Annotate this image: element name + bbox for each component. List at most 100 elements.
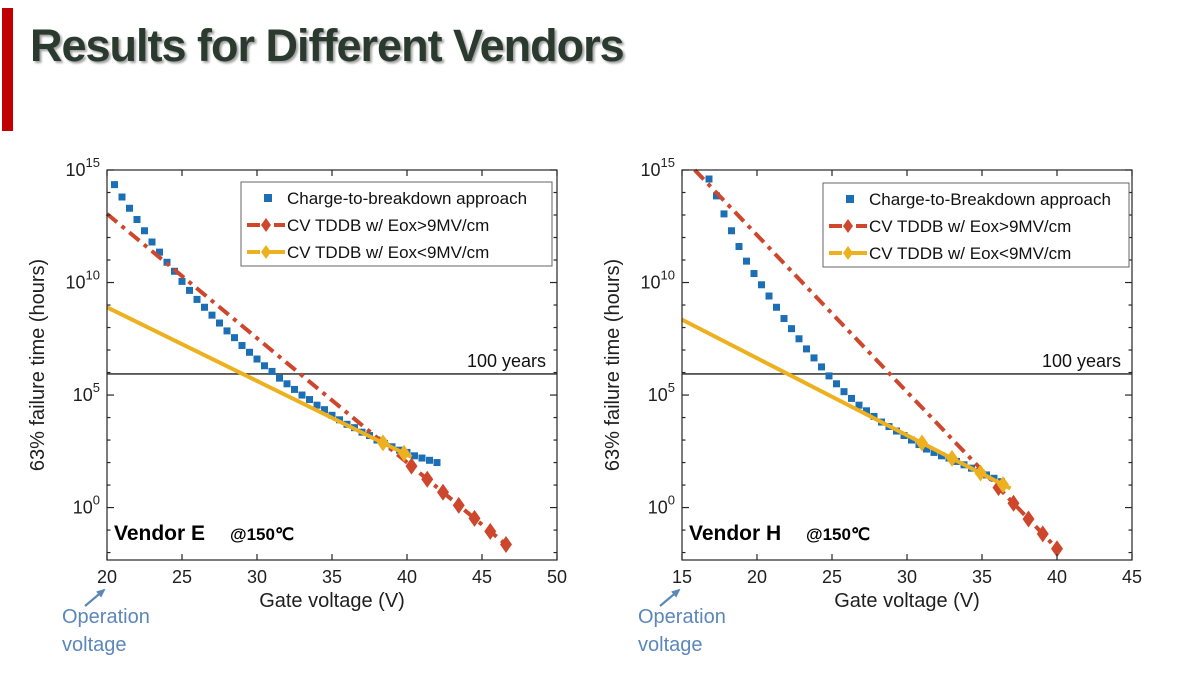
square-marker (840, 388, 848, 396)
legend: Charge-to-Breakdown approach CV TDDB w/ E… (822, 182, 1130, 268)
square-marker (201, 303, 208, 311)
square-marker (178, 277, 186, 285)
operation-voltage-text-line1: Operation (62, 606, 150, 628)
square-marker (141, 227, 148, 235)
y-tick-label: 1010 (66, 268, 101, 293)
legend-item-label: Charge-to-breakdown approach (287, 189, 527, 208)
y-axis-label: 63% failure time (hours) (27, 259, 49, 471)
legend: Charge-to-breakdown approach CV TDDB w/ E… (240, 181, 553, 267)
x-tick-label: 40 (1047, 567, 1067, 587)
legend-square-marker (264, 194, 272, 202)
diamond-marker (997, 476, 1009, 494)
diamond-marker (484, 522, 497, 540)
diamond-marker (261, 245, 271, 259)
square-marker (186, 286, 193, 294)
square-marker (313, 401, 321, 409)
diamond-marker (1051, 540, 1063, 558)
square-marker (208, 311, 216, 319)
page-title: Results for Different Vendors (30, 20, 625, 71)
square-marker (328, 411, 336, 419)
diamond-marker (974, 464, 987, 482)
diamond-marker (1022, 510, 1035, 528)
x-tick-label: 50 (547, 567, 567, 587)
square-marker (156, 248, 163, 256)
diamond-marker (843, 246, 853, 260)
y-tick-label: 1015 (641, 155, 676, 180)
square-marker (818, 363, 825, 371)
legend-item-label: CV TDDB w/ Eox<9MV/cm (869, 244, 1071, 263)
diamond-marker (468, 509, 481, 527)
square-marker (433, 459, 441, 467)
legend-item-label: CV TDDB w/ Eox<9MV/cm (287, 243, 489, 262)
diamond-marker (421, 470, 434, 488)
square-marker (238, 342, 246, 350)
diamond-marker (946, 449, 958, 467)
square-marker (803, 345, 810, 353)
diamond-marker (500, 535, 512, 553)
square-marker (773, 303, 780, 311)
series-solid (106, 305, 413, 462)
vendor-label: Vendor E (114, 522, 205, 545)
x-tick-label: 30 (247, 567, 267, 587)
square-marker (735, 243, 743, 251)
square-marker (930, 448, 938, 456)
legend-item: Charge-to-breakdown approach (264, 189, 527, 208)
operation-voltage-annotation: Operation voltage (638, 588, 726, 656)
legend-item-label: CV TDDB w/ Eox>9MV/cm (869, 217, 1071, 236)
square-marker (938, 452, 945, 460)
square-marker (321, 406, 328, 414)
legend-item: CV TDDB w/ Eox<9MV/cm (247, 243, 489, 262)
square-marker (298, 391, 306, 399)
operation-voltage-text-line2: voltage (638, 634, 703, 656)
diamond-marker (377, 434, 389, 452)
vendor-label: Vendor H (689, 522, 781, 545)
square-marker (788, 325, 795, 333)
x-tick-label: 35 (322, 567, 342, 587)
temperature-label: @150℃ (230, 525, 294, 544)
y-tick-label: 105 (73, 380, 100, 405)
diamond-marker (405, 457, 418, 475)
diamond-marker (398, 444, 410, 462)
square-marker (758, 281, 765, 289)
square-marker (261, 362, 268, 370)
x-axis-ticks: 15 20 25 30 35 40 45 (672, 170, 1142, 587)
square-marker (118, 193, 126, 201)
square-marker (418, 454, 426, 462)
operation-voltage-text-line1: Operation (638, 606, 726, 628)
x-tick-label: 45 (472, 567, 492, 587)
y-tick-label: 1015 (66, 155, 101, 180)
y-tick-label: 100 (73, 493, 100, 518)
diamond-marker (1036, 525, 1049, 543)
square-marker (111, 181, 118, 189)
legend-item-label: CV TDDB w/ Eox>9MV/cm (287, 216, 489, 235)
y-axis-ticks: 100 105 1010 1015 (66, 155, 557, 554)
temperature-label: @150℃ (806, 525, 870, 544)
square-marker (253, 355, 261, 363)
square-marker (750, 270, 758, 278)
chart-vendor-e: 20 25 30 35 40 45 50 100 105 1010 1015 100 years Gat… (27, 155, 567, 656)
square-marker (268, 367, 276, 375)
legend-item: CV TDDB w/ Eox>9MV/cm (829, 217, 1071, 236)
square-marker (765, 292, 773, 300)
y-tick-label: 1010 (641, 268, 676, 293)
diamond-marker (1007, 494, 1020, 512)
legend-item: CV TDDB w/ Eox<9MV/cm (829, 244, 1071, 263)
x-tick-label: 20 (97, 567, 117, 587)
square-marker (713, 192, 720, 200)
square-marker (743, 257, 750, 265)
x-tick-label: 40 (397, 567, 417, 587)
chart-vendor-h: 15 20 25 30 35 40 45 100 105 1010 1015 100 years Gat… (602, 155, 1142, 656)
square-marker (148, 238, 156, 246)
operation-voltage-text-line2: voltage (62, 634, 127, 656)
legend-square-marker (846, 195, 854, 203)
operation-voltage-arrow (84, 588, 106, 607)
square-marker (705, 175, 713, 183)
x-tick-label: 30 (897, 567, 917, 587)
y-axis-label: 63% failure time (hours) (602, 259, 624, 471)
diamond-marker (261, 218, 271, 232)
operation-voltage-arrow (659, 588, 681, 607)
x-tick-label: 15 (672, 567, 692, 587)
x-tick-label: 25 (822, 567, 842, 587)
